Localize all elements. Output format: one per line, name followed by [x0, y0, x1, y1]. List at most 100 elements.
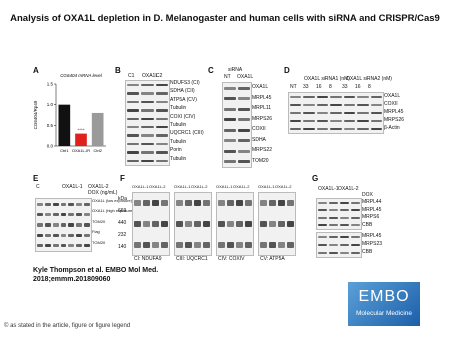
band — [340, 251, 349, 255]
band — [238, 118, 250, 122]
heading: OXA1L siRNA1 (nM) — [304, 76, 350, 82]
row-label: TOM20 — [92, 218, 106, 224]
row-label: SDHA (CII) — [170, 88, 195, 95]
band — [194, 220, 201, 228]
band — [340, 243, 349, 247]
column-label: 8 — [368, 84, 371, 90]
caption: CV: ATP5A — [260, 256, 285, 262]
band — [127, 117, 140, 121]
blot-image — [258, 192, 296, 256]
size-marker: 232 — [118, 232, 127, 238]
band — [260, 241, 267, 248]
column-label: OXA1L — [142, 73, 159, 79]
logo: EMBO Molecular Medicine — [348, 282, 420, 326]
band — [343, 127, 356, 131]
band — [155, 125, 168, 129]
band — [84, 223, 90, 227]
bar — [58, 104, 71, 146]
band — [152, 200, 159, 207]
band — [141, 100, 154, 104]
column-label: C2 — [156, 73, 163, 79]
band — [176, 241, 183, 248]
band — [278, 241, 285, 248]
row-label: COXII — [252, 126, 266, 132]
band — [227, 241, 234, 248]
band — [260, 220, 267, 228]
chart-title: CG6404 mRNA level — [60, 73, 103, 78]
band — [37, 233, 43, 237]
band — [127, 142, 140, 146]
band — [357, 95, 369, 99]
band — [203, 241, 210, 248]
band — [37, 244, 43, 248]
band — [68, 223, 75, 227]
band — [227, 220, 234, 228]
row-label: Tubulin — [170, 155, 187, 162]
band — [318, 201, 327, 204]
band — [68, 202, 75, 206]
band — [260, 200, 267, 207]
band — [330, 119, 342, 123]
band — [52, 202, 59, 206]
band — [161, 220, 168, 228]
band — [155, 100, 168, 104]
band — [238, 160, 250, 164]
band — [84, 244, 90, 248]
band — [238, 139, 250, 143]
column-label: 8 — [329, 84, 332, 90]
band — [303, 111, 315, 115]
band — [238, 107, 250, 111]
band — [330, 95, 342, 99]
footer: © as stated in the article, figure or fi… — [4, 323, 131, 329]
panel-label: C — [208, 66, 214, 75]
band — [44, 244, 51, 248]
band — [303, 95, 315, 99]
band — [161, 200, 168, 207]
y-tick-label: 1.5 — [47, 82, 54, 87]
band — [290, 111, 302, 115]
band — [351, 235, 360, 239]
band — [76, 213, 83, 217]
band — [76, 233, 83, 237]
blot-image — [288, 92, 384, 134]
band — [155, 151, 168, 154]
band — [351, 243, 360, 247]
band — [224, 149, 236, 153]
row-label: MRPS6 — [362, 214, 380, 220]
band — [127, 92, 140, 95]
row-label: TOM20 — [252, 157, 269, 164]
band — [155, 109, 168, 112]
y-tick-label: 1.0 — [47, 102, 54, 107]
band — [224, 128, 236, 132]
band — [278, 220, 285, 228]
band — [44, 233, 51, 237]
band — [290, 119, 302, 123]
band — [134, 220, 141, 228]
band — [357, 111, 369, 115]
band — [185, 220, 192, 228]
band — [141, 134, 154, 137]
band — [329, 251, 338, 255]
group-label: OXA1L-1 — [258, 184, 275, 189]
band — [238, 128, 250, 132]
band — [37, 223, 43, 227]
band — [316, 95, 329, 99]
band — [329, 216, 338, 219]
band — [155, 134, 168, 137]
band — [340, 224, 349, 227]
band — [218, 200, 225, 207]
band — [329, 235, 338, 239]
band — [245, 220, 252, 228]
band — [318, 216, 327, 219]
band — [224, 139, 236, 143]
band — [351, 201, 360, 204]
band — [76, 223, 83, 227]
band — [152, 241, 159, 248]
group-label: OXA1L-1 — [216, 184, 233, 189]
band — [60, 223, 67, 227]
band — [245, 241, 252, 248]
band — [224, 97, 236, 101]
band — [357, 119, 369, 123]
band — [370, 127, 382, 131]
panel-label: F — [120, 174, 125, 183]
